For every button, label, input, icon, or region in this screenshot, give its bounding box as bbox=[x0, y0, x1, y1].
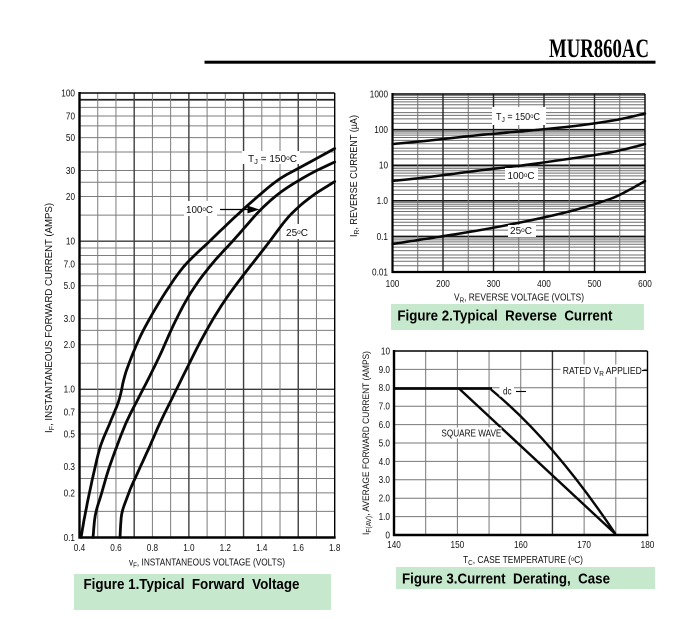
svg-text:1.2: 1.2 bbox=[220, 542, 232, 554]
svg-text:3.0: 3.0 bbox=[64, 314, 76, 325]
svg-text:180: 180 bbox=[641, 539, 655, 551]
svg-text:1000: 1000 bbox=[370, 89, 389, 100]
svg-text:30: 30 bbox=[66, 166, 75, 177]
svg-text:0.1: 0.1 bbox=[377, 232, 389, 243]
svg-text:150: 150 bbox=[451, 539, 465, 551]
svg-text:140: 140 bbox=[387, 539, 401, 551]
svg-text:dc: dc bbox=[503, 387, 512, 398]
svg-text:RATED VR APPLIED: RATED VR APPLIED bbox=[563, 366, 642, 378]
svg-text:50: 50 bbox=[66, 133, 75, 144]
svg-text:1.0: 1.0 bbox=[183, 542, 195, 554]
svg-text:10: 10 bbox=[381, 346, 390, 357]
svg-text:IF(AV), AVERAGE FORWARD CURREN: IF(AV), AVERAGE FORWARD CURRENT (AMPS) bbox=[361, 351, 373, 535]
svg-text:25oC: 25oC bbox=[286, 228, 308, 239]
svg-text:1.4: 1.4 bbox=[256, 542, 268, 554]
svg-text:10: 10 bbox=[379, 161, 388, 172]
svg-text:20: 20 bbox=[66, 192, 75, 203]
svg-text:2.0: 2.0 bbox=[64, 340, 76, 351]
svg-text:1.0: 1.0 bbox=[64, 385, 76, 396]
svg-text:Figure 3.Current Derating, C: Figure 3.Current Derating, Case bbox=[402, 571, 610, 588]
svg-text:4.0: 4.0 bbox=[379, 457, 391, 468]
svg-text:170: 170 bbox=[577, 539, 591, 551]
svg-text:TJ = 150oC: TJ = 150oC bbox=[248, 154, 297, 166]
svg-text:1.8: 1.8 bbox=[329, 542, 341, 554]
svg-text:Figure 2.Typical Reverse Cur: Figure 2.Typical Reverse Current bbox=[397, 308, 612, 325]
svg-text:1.0: 1.0 bbox=[379, 512, 391, 523]
svg-text:1.0: 1.0 bbox=[377, 196, 389, 207]
svg-text:400: 400 bbox=[537, 278, 551, 290]
svg-text:0.01: 0.01 bbox=[372, 267, 388, 278]
svg-text:2.0: 2.0 bbox=[379, 494, 391, 505]
svg-text:300: 300 bbox=[487, 278, 501, 290]
svg-text:1.6: 1.6 bbox=[293, 542, 305, 554]
svg-text:600: 600 bbox=[638, 278, 652, 290]
svg-text:TJ = 150oC: TJ = 150oC bbox=[496, 112, 540, 124]
svg-text:100: 100 bbox=[374, 125, 388, 136]
svg-text:Figure 1.Typical Forward Vol: Figure 1.Typical Forward Voltage bbox=[84, 576, 300, 593]
svg-text:3.0: 3.0 bbox=[379, 475, 391, 486]
svg-text:100: 100 bbox=[61, 88, 75, 99]
svg-text:8.0: 8.0 bbox=[379, 383, 391, 394]
svg-text:0.6: 0.6 bbox=[110, 542, 122, 554]
svg-text:VR, REVERSE VOLTAGE (VOLTS): VR, REVERSE VOLTAGE (VOLTS) bbox=[454, 293, 584, 305]
svg-text:7.0: 7.0 bbox=[64, 260, 76, 271]
svg-text:IF, INSTANTANEOUS FORWARD CURR: IF, INSTANTANEOUS FORWARD CURRENT (AMPS) bbox=[44, 203, 56, 433]
svg-text:0: 0 bbox=[385, 530, 390, 541]
svg-text:25oC: 25oC bbox=[510, 226, 532, 237]
svg-text:6.0: 6.0 bbox=[379, 420, 391, 431]
svg-text:9.0: 9.0 bbox=[379, 365, 391, 376]
svg-text:SQUARE WAVE: SQUARE WAVE bbox=[441, 429, 501, 440]
svg-text:0.3: 0.3 bbox=[64, 462, 76, 473]
svg-text:10: 10 bbox=[66, 237, 75, 248]
svg-text:7.0: 7.0 bbox=[379, 402, 391, 413]
svg-text:0.4: 0.4 bbox=[74, 542, 86, 554]
svg-text:160: 160 bbox=[514, 539, 528, 551]
svg-text:vF, INSTANTANEOUS VOLTAGE (VOL: vF, INSTANTANEOUS VOLTAGE (VOLTS) bbox=[129, 558, 285, 570]
svg-text:0.7: 0.7 bbox=[64, 408, 76, 419]
svg-text:IR, REVERSE CURRENT (µA): IR, REVERSE CURRENT (µA) bbox=[349, 115, 361, 237]
svg-text:100oC: 100oC bbox=[186, 205, 213, 216]
svg-text:5.0: 5.0 bbox=[379, 438, 391, 449]
svg-text:500: 500 bbox=[588, 278, 602, 290]
svg-text:100: 100 bbox=[386, 278, 400, 290]
svg-text:5.0: 5.0 bbox=[64, 281, 76, 292]
svg-text:0.1: 0.1 bbox=[64, 533, 76, 544]
svg-text:0.2: 0.2 bbox=[64, 488, 76, 499]
svg-text:MUR860AC: MUR860AC bbox=[549, 34, 649, 63]
svg-text:100oC: 100oC bbox=[508, 171, 535, 182]
svg-text:TC, CASE TEMPERATURE (oC): TC, CASE TEMPERATURE (oC) bbox=[463, 555, 583, 567]
svg-text:70: 70 bbox=[66, 111, 75, 122]
svg-text:0.8: 0.8 bbox=[147, 542, 159, 554]
svg-text:200: 200 bbox=[436, 278, 450, 290]
svg-text:0.5: 0.5 bbox=[64, 429, 76, 440]
